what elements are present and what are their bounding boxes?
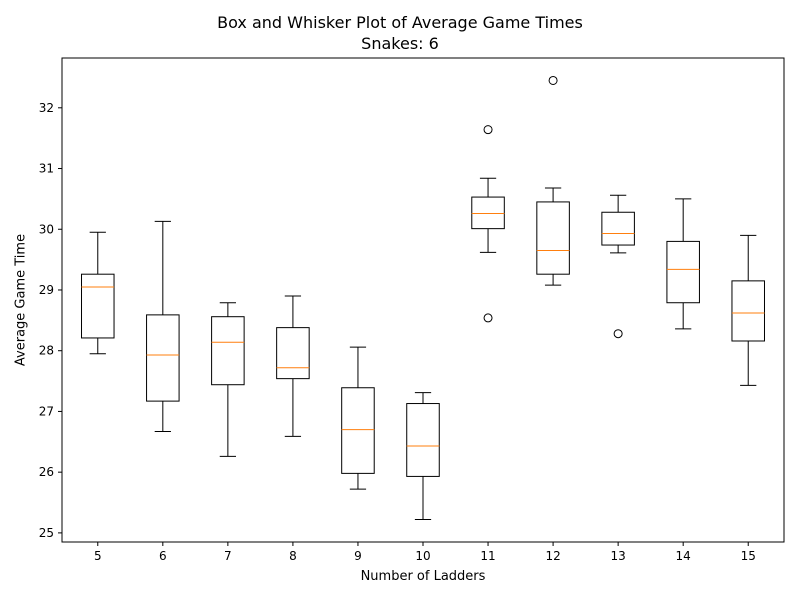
y-tick-label: 30 — [39, 222, 54, 236]
plot-area-frame — [61, 57, 785, 543]
box-iqr — [406, 403, 440, 477]
chart-title: Box and Whisker Plot of Average Game Tim… — [217, 13, 583, 32]
x-tick-label: 13 — [610, 549, 625, 563]
x-axis-label: Number of Ladders — [360, 569, 486, 584]
x-tick-label: 10 — [415, 549, 430, 563]
y-tick-label: 31 — [39, 162, 54, 176]
y-tick-label: 29 — [39, 283, 54, 297]
x-tick-label: 11 — [480, 549, 495, 563]
x-tick-label: 5 — [94, 549, 102, 563]
box-group-11 — [471, 125, 505, 323]
x-tick-label: 8 — [289, 549, 297, 563]
box-iqr — [341, 387, 375, 474]
box-group-5 — [81, 231, 115, 355]
x-tick-label: 7 — [224, 549, 232, 563]
box-iqr — [471, 196, 505, 230]
outlier-point — [613, 329, 623, 339]
box-iqr — [211, 316, 245, 386]
y-axis-label: Average Game Time — [13, 233, 29, 367]
x-tick-label: 6 — [159, 549, 167, 563]
box-group-6 — [146, 220, 180, 432]
box-iqr — [601, 211, 635, 246]
box-group-9 — [341, 346, 375, 490]
chart-subtitle: Snakes: 6 — [361, 34, 439, 53]
axis-ticks: 25 26 27 28 29 30 31 32 5 6 7 8 9 10 11 12 13 14 15 — [39, 101, 756, 563]
x-tick-label: 15 — [741, 549, 756, 563]
box-iqr — [146, 314, 180, 402]
outlier-point — [483, 313, 493, 323]
box-iqr — [666, 240, 700, 304]
y-tick-label: 26 — [39, 465, 54, 479]
x-tick-label: 9 — [354, 549, 362, 563]
box-iqr — [81, 273, 115, 339]
box-group-10 — [406, 392, 440, 521]
box-group-12 — [536, 75, 570, 286]
box-iqr — [536, 201, 570, 275]
y-tick-label: 28 — [39, 344, 54, 358]
box-group-8 — [276, 295, 310, 437]
box-group-13 — [601, 194, 635, 339]
x-tick-label: 14 — [676, 549, 691, 563]
outlier-point — [483, 125, 493, 135]
box-group-14 — [666, 198, 700, 330]
y-tick-label: 32 — [39, 101, 54, 115]
outlier-point — [548, 75, 558, 85]
x-tick-label: 12 — [545, 549, 560, 563]
y-tick-label: 27 — [39, 404, 54, 418]
y-tick-label: 25 — [39, 526, 54, 540]
box-iqr — [276, 327, 310, 380]
box-iqr — [731, 280, 765, 342]
box-group-15 — [731, 234, 765, 386]
box-group-7 — [211, 302, 245, 457]
chart-marks — [81, 75, 765, 521]
